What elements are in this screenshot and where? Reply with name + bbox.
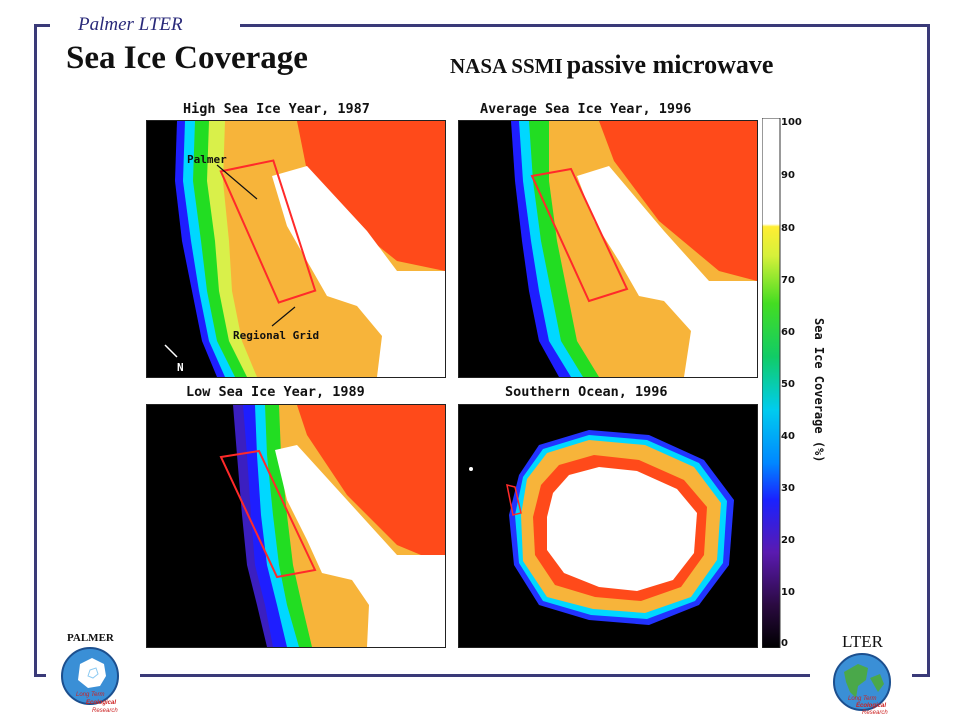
colorbar xyxy=(762,118,822,648)
frame-top-left xyxy=(34,24,50,27)
panel-title-average-1996: Average Sea Ice Year, 1996 xyxy=(480,101,692,117)
colorbar-tick-60: 60 xyxy=(781,327,795,338)
map-panel-low-1989 xyxy=(146,404,446,648)
subtitle-source: NASA SSMI xyxy=(450,54,563,78)
lter-logo-text-3: Research xyxy=(862,710,888,716)
palmer-label: Palmer xyxy=(187,153,227,166)
colorbar-tick-10: 10 xyxy=(781,587,795,598)
colorbar-tick-90: 90 xyxy=(781,170,795,181)
page-subtitle: NASA SSMI passive microwave xyxy=(450,50,773,80)
colorbar-tick-50: 50 xyxy=(781,379,795,390)
palmer-logo: Long Term Ecological Research xyxy=(60,646,126,718)
frame-bottom-mid xyxy=(140,674,810,677)
north-arrow-label: N xyxy=(177,361,184,374)
page-title: Sea Ice Coverage xyxy=(66,40,308,76)
palmer-logo-text-1: Long Term xyxy=(76,692,105,698)
colorbar-tick-30: 30 xyxy=(781,483,795,494)
frame-bottom-right xyxy=(912,674,930,677)
map-panel-high-1987: Palmer Regional Grid N xyxy=(146,120,446,378)
frame-top-right xyxy=(240,24,930,27)
lter-logo: Long Term Ecological Research xyxy=(832,652,908,718)
lter-logo-text-1: Long Term xyxy=(848,696,877,702)
colorbar-tick-20: 20 xyxy=(781,535,795,546)
brand-label: Palmer LTER xyxy=(78,14,183,35)
colorbar-label: Sea Ice Coverage (%) xyxy=(812,318,826,463)
panel-title-low-1989: Low Sea Ice Year, 1989 xyxy=(186,384,365,400)
palmer-logo-title: PALMER xyxy=(67,632,114,644)
palmer-logo-text-3: Research xyxy=(92,708,118,714)
map-panel-average-1996 xyxy=(458,120,758,378)
colorbar-tick-100: 100 xyxy=(781,117,802,128)
colorbar-tick-0: 0 xyxy=(781,638,788,649)
frame-bottom-left xyxy=(34,674,46,677)
frame-left xyxy=(34,24,37,676)
regional-grid-label: Regional Grid xyxy=(233,329,319,342)
panel-title-southern-ocean: Southern Ocean, 1996 xyxy=(505,384,668,400)
panel-title-high-1987: High Sea Ice Year, 1987 xyxy=(183,101,370,117)
colorbar-tick-40: 40 xyxy=(781,431,795,442)
subtitle-method: passive microwave xyxy=(566,50,774,79)
lter-logo-text-2: Ecological xyxy=(856,703,887,709)
frame-right xyxy=(927,24,930,676)
map-panel-southern-ocean xyxy=(458,404,758,648)
lter-logo-title: LTER xyxy=(842,632,883,651)
colorbar-tick-80: 80 xyxy=(781,223,795,234)
palmer-logo-text-2: Ecological xyxy=(86,700,117,706)
colorbar-tick-70: 70 xyxy=(781,275,795,286)
